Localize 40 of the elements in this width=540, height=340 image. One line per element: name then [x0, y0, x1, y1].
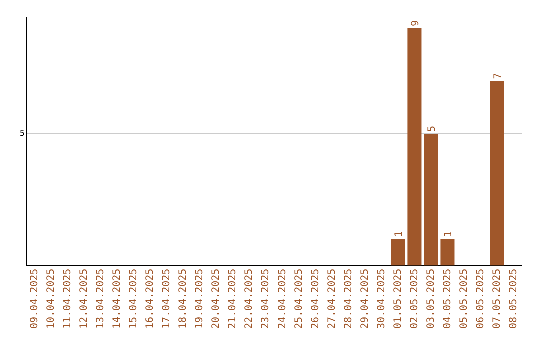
bar — [424, 134, 438, 266]
x-tick-label: 19.04.2025 — [194, 268, 206, 330]
bar — [490, 81, 504, 266]
x-tick-label: 16.04.2025 — [145, 268, 156, 330]
data-label: 9 — [410, 20, 422, 27]
x-tick-label: 26.04.2025 — [310, 268, 322, 330]
data-label: 7 — [493, 73, 504, 80]
x-tick-label: 04.05.2025 — [442, 268, 454, 330]
x-tick-label: 11.04.2025 — [62, 268, 74, 330]
x-tick-label: 12.04.2025 — [79, 268, 90, 330]
x-tick-label: 22.04.2025 — [244, 268, 256, 330]
x-tick-label: 02.05.2025 — [409, 268, 420, 330]
x-tick-label: 21.04.2025 — [228, 268, 239, 330]
x-tick-label: 17.04.2025 — [162, 268, 173, 330]
data-label: 1 — [394, 231, 406, 238]
x-tick-label: 08.05.2025 — [508, 268, 520, 330]
data-label: 5 — [427, 126, 438, 132]
x-tick-label: 30.04.2025 — [376, 268, 388, 330]
x-tick-label: 09.04.2025 — [30, 268, 41, 330]
x-tick-label: 15.04.2025 — [128, 268, 140, 330]
x-tick-label: 20.04.2025 — [211, 268, 222, 330]
x-tick-label: 24.04.2025 — [277, 268, 288, 330]
x-tick-label: 05.05.2025 — [458, 268, 470, 330]
x-tick-label: 13.04.2025 — [96, 268, 107, 330]
data-label: 1 — [444, 231, 455, 238]
x-tick-label: 07.05.2025 — [492, 268, 503, 330]
x-tick-label: 01.05.2025 — [392, 268, 404, 330]
x-tick-label: 25.04.2025 — [294, 268, 305, 330]
x-tick-label: 14.04.2025 — [112, 268, 124, 330]
x-tick-label: 28.04.2025 — [343, 268, 354, 330]
bar — [391, 239, 406, 266]
bar — [440, 239, 455, 266]
bar — [408, 28, 422, 266]
x-tick-label: 03.05.2025 — [426, 268, 437, 330]
x-tick-label: 06.05.2025 — [475, 268, 486, 330]
x-tick-label: 29.04.2025 — [360, 268, 371, 330]
x-tick-label: 27.04.2025 — [326, 268, 338, 330]
x-tick-label: 18.04.2025 — [178, 268, 190, 330]
x-tick-label: 10.04.2025 — [46, 268, 58, 330]
x-tick-label: 23.04.2025 — [260, 268, 272, 330]
